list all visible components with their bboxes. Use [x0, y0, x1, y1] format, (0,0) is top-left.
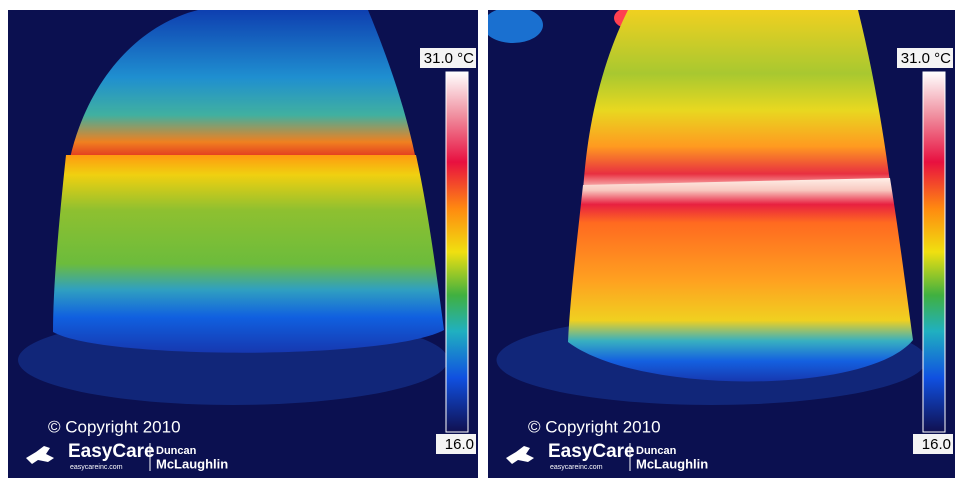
scale-bar	[923, 72, 945, 432]
scale-bar	[446, 72, 468, 432]
scale-max: 31.0 °C	[901, 50, 951, 67]
logo-author-last: McLaughlin	[636, 456, 708, 471]
hoof-wall	[568, 178, 913, 382]
logo-author-first: Duncan	[156, 445, 197, 457]
logo-brand: EasyCare	[68, 441, 155, 462]
logo-url: easycareinc.com	[70, 464, 123, 471]
logo-brand: EasyCare	[548, 441, 635, 462]
scale-max: 31.0 °C	[424, 50, 474, 67]
copyright: © Copyright 2010	[48, 417, 181, 436]
thermal-panel: 31.0 °C 16.0 © Copyright 2010 EasyCare easyc…	[488, 10, 955, 478]
copyright: © Copyright 2010	[528, 417, 661, 436]
scale-min: 16.0	[445, 436, 474, 453]
thermal-comparison: 31.0 °C 16.0 © Copyright 2010 EasyCare easyc…	[0, 0, 960, 487]
hoof-wall	[53, 155, 444, 353]
logo-url: easycareinc.com	[550, 464, 603, 471]
logo-author-first: Duncan	[636, 445, 677, 457]
thermal-panel: 31.0 °C 16.0 © Copyright 2010 EasyCare easyc…	[8, 10, 478, 478]
scale-min: 16.0	[922, 436, 951, 453]
hoof-hair	[583, 10, 890, 192]
logo-author-last: McLaughlin	[156, 456, 228, 471]
